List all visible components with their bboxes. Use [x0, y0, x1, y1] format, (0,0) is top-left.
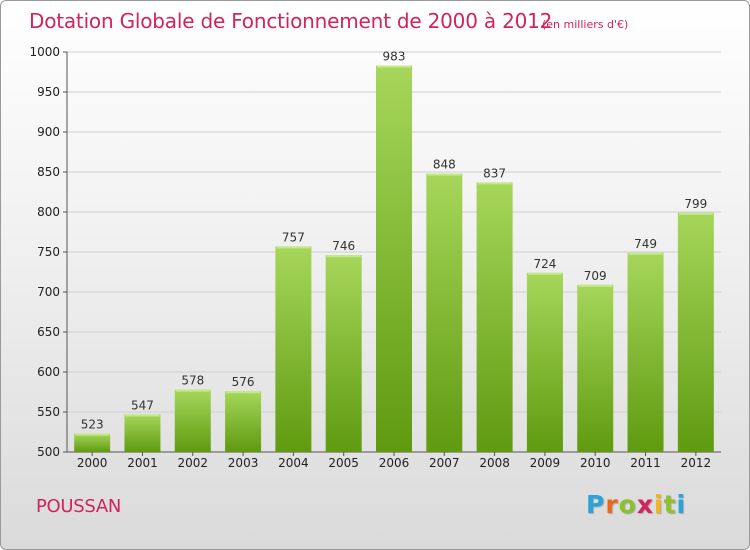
- bar: [174, 389, 211, 452]
- bar-highlight: [377, 65, 411, 68]
- y-tick-label: 950: [37, 85, 60, 99]
- x-tick-label: 2006: [379, 456, 410, 470]
- bar-value-label: 724: [533, 257, 556, 271]
- bar-highlight: [125, 414, 160, 417]
- bar-highlight: [427, 173, 462, 176]
- x-tick-label: 2003: [228, 456, 259, 470]
- y-tick-label: 750: [37, 245, 60, 259]
- bar: [275, 246, 312, 452]
- brand-letter: r: [605, 490, 619, 519]
- x-tick-label: 2000: [77, 456, 108, 470]
- y-tick-label: 550: [37, 405, 60, 419]
- x-tick-label: 2009: [530, 456, 561, 470]
- bar-highlight: [276, 246, 311, 249]
- brand-letter: i: [676, 490, 687, 519]
- brand-letter: x: [636, 490, 654, 519]
- x-tick-label: 2002: [177, 456, 208, 470]
- x-tick-label: 2001: [127, 456, 158, 470]
- x-tick-label: 2010: [580, 456, 611, 470]
- bar-highlight: [175, 389, 210, 392]
- bar: [325, 255, 362, 452]
- x-tick-label: 2011: [630, 456, 661, 470]
- bar-value-label: 983: [383, 50, 406, 64]
- y-tick-label: 850: [37, 165, 60, 179]
- y-tick-label: 600: [37, 365, 60, 379]
- x-tick-label: 2005: [328, 456, 359, 470]
- x-tick-label: 2007: [429, 456, 460, 470]
- bar: [426, 173, 463, 452]
- bar-value-label: 709: [584, 269, 607, 283]
- brand-letter: P: [586, 490, 606, 519]
- bar-highlight: [226, 391, 261, 394]
- bar-value-label: 837: [483, 166, 506, 180]
- bar-highlight: [75, 433, 110, 436]
- bar-value-label: 749: [634, 237, 657, 251]
- bar-value-label: 799: [684, 197, 707, 211]
- x-tick-label: 2012: [681, 456, 712, 470]
- bar: [526, 272, 563, 452]
- bar: [376, 65, 412, 452]
- chart-subtitle: (en milliers d'€): [542, 18, 629, 31]
- bar-highlight: [578, 284, 613, 287]
- bar-value-label: 523: [81, 418, 104, 432]
- bar-value-label: 757: [282, 230, 305, 244]
- commune-name: POUSSAN: [36, 496, 122, 517]
- chart-title: Dotation Globale de Fonctionnement de 20…: [29, 9, 553, 33]
- bar: [577, 284, 614, 452]
- brand-letter: t: [663, 490, 677, 519]
- brand-letter: o: [618, 490, 637, 519]
- bar-value-label: 576: [232, 375, 255, 389]
- bar: [627, 252, 664, 452]
- bar-value-label: 547: [131, 398, 154, 412]
- bar: [677, 212, 714, 452]
- bar: [74, 433, 111, 452]
- bar-highlight: [527, 272, 562, 275]
- bar-highlight: [477, 182, 512, 185]
- proxiti-logo: Proxiti: [586, 490, 686, 519]
- bar-highlight: [326, 255, 361, 258]
- bar: [476, 182, 513, 452]
- bar-highlight: [628, 252, 663, 255]
- bar-highlight: [678, 212, 713, 215]
- y-tick-label: 500: [37, 445, 60, 459]
- y-tick-label: 800: [37, 205, 60, 219]
- bar: [124, 414, 161, 452]
- bar-value-label: 578: [181, 374, 204, 388]
- y-tick-label: 650: [37, 325, 60, 339]
- brand-letter: i: [654, 490, 664, 519]
- y-tick-label: 700: [37, 285, 60, 299]
- x-tick-label: 2004: [278, 456, 309, 470]
- y-tick-label: 1000: [29, 45, 60, 59]
- bar-value-label: 848: [433, 158, 456, 172]
- y-tick-label: 900: [37, 125, 60, 139]
- bar: [225, 391, 262, 452]
- x-tick-label: 2008: [479, 456, 510, 470]
- bar-value-label: 746: [332, 239, 355, 253]
